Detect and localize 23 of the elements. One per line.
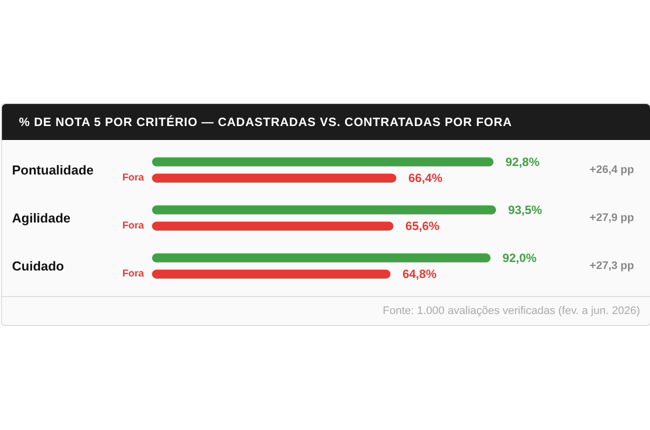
data-label: 92,0% [502, 250, 537, 265]
text: +26,4 pp [590, 164, 634, 176]
bar [152, 222, 394, 231]
data-label: 65,6% [405, 219, 440, 234]
data-label: 66,4% [408, 171, 443, 186]
bar [152, 253, 491, 262]
bar [152, 157, 494, 166]
y-tick-label: Pontualidade [12, 162, 94, 178]
chart-title: % DE NOTA 5 POR CRITÉRIO — CADASTRADAS VS. CONTRATADAS POR FORA [2, 104, 650, 140]
data-label: 64,8% [402, 267, 437, 282]
bar [152, 174, 396, 183]
source-note: Fonte: 1.000 avaliações verificadas (fev. a jun. 2026) [2, 296, 650, 325]
bar [152, 270, 390, 279]
y-tick-label: Cuidado [12, 258, 64, 274]
y-tick-label: Agilidade [12, 210, 71, 226]
data-label: 92,8% [506, 154, 540, 169]
bar [152, 205, 496, 214]
data-label: 93,5% [508, 202, 542, 217]
text: Fora [122, 268, 144, 280]
series-label: Fora [122, 172, 144, 184]
text: +27,3 pp [590, 260, 634, 272]
text: +27,9 pp [590, 212, 634, 224]
text: Fora [122, 220, 144, 232]
